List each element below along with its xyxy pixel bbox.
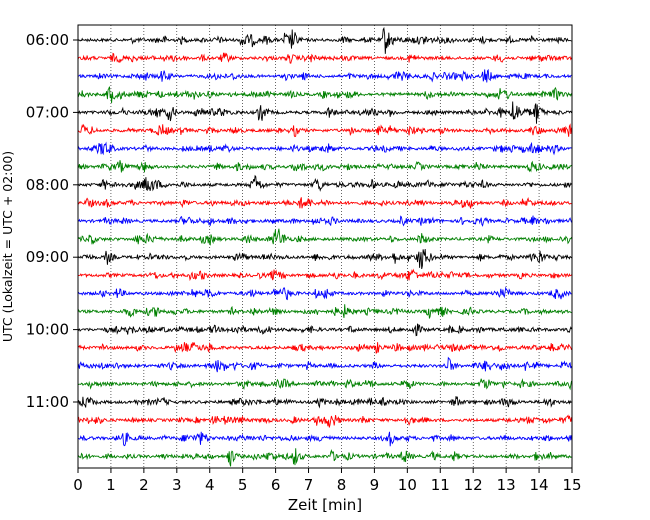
grid-lines	[110, 25, 540, 468]
trace-1130	[77, 431, 572, 447]
plot-frame	[77, 24, 573, 469]
y-tick-label: 06:00	[26, 31, 69, 49]
trace-1145	[77, 448, 572, 467]
y-tick-label: 08:00	[26, 176, 69, 194]
trace-0845	[77, 228, 572, 246]
x-tick-label: 14	[530, 476, 549, 494]
y-axis-ticks: 06:00 07:00 08:00 09:00 10:00 11:00	[26, 31, 78, 411]
trace-0630	[77, 68, 572, 83]
y-tick-label: 11:00	[26, 393, 69, 411]
trace-0600	[77, 26, 572, 54]
y-axis-label: UTC (Lokalzeit = UTC + 02:00)	[0, 151, 15, 342]
trace-0745	[77, 160, 572, 173]
trace-0615	[77, 52, 572, 64]
x-tick-label: 13	[497, 476, 516, 494]
trace-0800	[77, 174, 572, 192]
trace-1045	[77, 378, 572, 391]
trace-1100	[77, 396, 572, 409]
trace-0930	[77, 286, 572, 301]
trace-1015	[77, 342, 572, 354]
x-tick-label: 15	[562, 476, 581, 494]
trace-0700	[77, 101, 572, 124]
x-tick-label: 8	[337, 476, 347, 494]
x-tick-label: 5	[238, 476, 248, 494]
x-tick-label: 12	[464, 476, 483, 494]
trace-1000	[77, 323, 572, 337]
trace-0900	[77, 249, 572, 270]
x-tick-label: 2	[139, 476, 149, 494]
trace-0815	[77, 196, 572, 210]
x-axis-ticks: 0 1 2 3 4 5 6 7 8 9 10 11 12 13 14 15	[73, 468, 582, 494]
x-tick-label: 1	[106, 476, 116, 494]
x-tick-label: 6	[271, 476, 281, 494]
trace-0945	[77, 304, 572, 319]
x-tick-label: 4	[205, 476, 215, 494]
y-tick-label: 09:00	[26, 248, 69, 266]
trace-0730	[77, 141, 572, 156]
trace-1115	[77, 414, 572, 428]
x-tick-label: 10	[398, 476, 417, 494]
x-axis-label: Zeit [min]	[288, 496, 362, 514]
x-tick-label: 7	[304, 476, 314, 494]
y-tick-label: 10:00	[26, 321, 69, 339]
x-tick-label: 11	[431, 476, 450, 494]
trace-0645	[77, 86, 572, 103]
x-tick-label: 0	[73, 476, 83, 494]
x-tick-label: 9	[370, 476, 380, 494]
y-tick-label: 07:00	[26, 103, 69, 121]
trace-0915	[77, 268, 572, 282]
trace-0830	[77, 215, 572, 227]
trace-0715	[77, 123, 572, 138]
trace-1030	[77, 356, 572, 373]
x-tick-label: 3	[172, 476, 182, 494]
trace-lines	[77, 26, 572, 467]
